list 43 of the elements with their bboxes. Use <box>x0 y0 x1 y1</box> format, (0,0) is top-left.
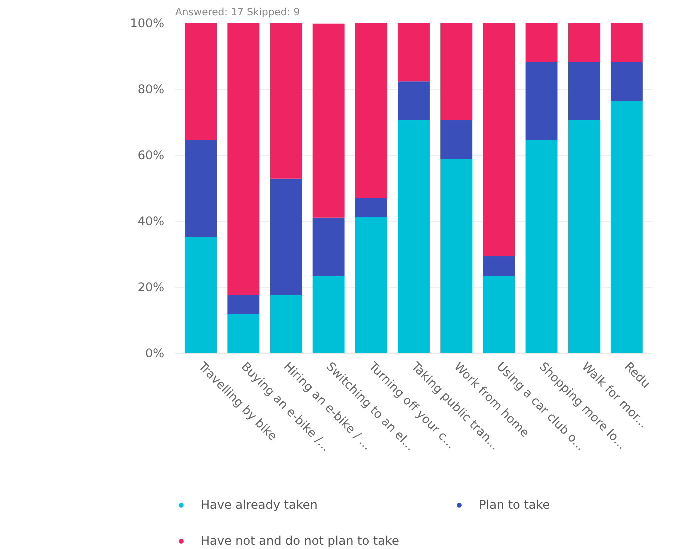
y-tick-label: 80% <box>138 82 164 96</box>
bar <box>440 159 473 354</box>
bar <box>483 256 516 276</box>
bar <box>312 276 345 354</box>
bar <box>355 198 388 218</box>
y-tick-label: 0% <box>145 346 165 360</box>
bar <box>355 218 388 354</box>
bar <box>185 24 218 140</box>
bar <box>483 276 516 354</box>
bar <box>398 120 430 354</box>
bar <box>568 120 600 354</box>
bar <box>355 24 388 198</box>
bar <box>270 295 302 354</box>
bar <box>312 24 345 218</box>
y-tick-label: 100% <box>130 16 165 30</box>
bar <box>398 24 430 82</box>
bar <box>568 24 600 62</box>
bar <box>228 314 260 354</box>
y-tick-label: 60% <box>138 148 164 162</box>
bar <box>228 24 260 296</box>
y-tick-label: 40% <box>138 214 164 228</box>
bar <box>610 62 643 102</box>
bar <box>228 295 260 315</box>
bar <box>526 62 558 140</box>
legend-label: Have already taken <box>201 498 319 512</box>
bar <box>610 101 643 354</box>
bar <box>483 24 516 256</box>
bar <box>440 24 473 121</box>
bar <box>526 24 558 62</box>
bar <box>568 62 600 121</box>
bar <box>270 24 302 179</box>
y-tick-label: 20% <box>138 280 164 294</box>
bar <box>526 140 558 354</box>
bar <box>610 24 643 62</box>
legend-label: Plan to take <box>479 498 552 512</box>
bar <box>270 178 302 296</box>
legend-label: Have not and do not plan to take <box>201 534 400 548</box>
text: Answered: 17 Skipped: 9 <box>176 8 300 18</box>
bar <box>440 120 473 160</box>
bar <box>185 140 218 238</box>
bar <box>185 237 218 354</box>
bar <box>398 82 430 121</box>
bar <box>312 218 345 276</box>
